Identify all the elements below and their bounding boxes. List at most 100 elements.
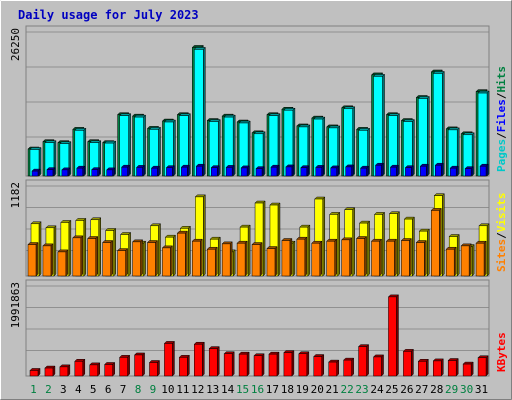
bar-requests-files bbox=[328, 125, 341, 177]
x-tick-label: 20 bbox=[311, 383, 324, 396]
x-axis-labels: 1 2 3 4 5 6 7 8 9 10 11 12 13 14 15 16 17 18 19 20 21 22 23 24 2… bbox=[30, 383, 488, 396]
bar-kbytes-kbytes bbox=[223, 351, 235, 377]
bar-requests-pages bbox=[374, 162, 385, 177]
bar-kbytes-kbytes bbox=[29, 367, 41, 377]
legend-entry-visits: Visits bbox=[495, 193, 508, 233]
x-tick-label: 11 bbox=[176, 383, 189, 396]
max-label-visits: 1182 bbox=[9, 182, 22, 209]
bar-visits-sites bbox=[27, 241, 39, 277]
bar-requests-files bbox=[477, 90, 490, 177]
x-tick-label: 29 bbox=[445, 383, 458, 396]
bar-requests-pages bbox=[46, 167, 56, 177]
bar-requests-files bbox=[447, 127, 460, 177]
x-tick-label: 3 bbox=[60, 383, 67, 396]
bar-requests-pages bbox=[240, 165, 250, 177]
x-tick-label: 22 bbox=[340, 383, 353, 396]
chart-title: Daily usage for July 2023 bbox=[18, 8, 199, 22]
bar-visits-sites bbox=[400, 237, 412, 277]
bar-visits-sites bbox=[87, 235, 99, 277]
x-tick-label: 21 bbox=[326, 383, 339, 396]
bar-kbytes-kbytes bbox=[328, 359, 340, 377]
bar-requests-pages bbox=[180, 164, 190, 177]
x-tick-label: 30 bbox=[460, 383, 473, 396]
bar-requests-files bbox=[163, 119, 177, 177]
bar-kbytes-kbytes bbox=[104, 361, 116, 377]
bar-visits-sites bbox=[326, 238, 338, 277]
bar-kbytes-kbytes bbox=[193, 341, 205, 377]
bar-requests-pages bbox=[76, 165, 86, 177]
bar-visits-sites bbox=[355, 235, 368, 277]
bar-requests-pages bbox=[359, 165, 370, 177]
bar-visits-sites bbox=[57, 249, 69, 277]
bar-requests-pages bbox=[315, 164, 325, 177]
x-tick-label: 4 bbox=[75, 383, 82, 396]
bar-visits-sites bbox=[176, 230, 188, 277]
legend-entry-requests: / bbox=[495, 92, 508, 99]
bar-visits-visits bbox=[269, 202, 281, 277]
legend-visits: Sites/Visits bbox=[495, 193, 508, 273]
bar-requests-pages bbox=[150, 165, 161, 177]
x-tick-label: 27 bbox=[415, 383, 428, 396]
x-tick-label: 12 bbox=[191, 383, 204, 396]
bar-visits-sites bbox=[251, 241, 263, 277]
x-tick-label: 25 bbox=[385, 383, 398, 396]
legend-entry-visits: / bbox=[495, 232, 508, 239]
max-label-kbytes: 1991863 bbox=[9, 282, 22, 328]
bar-requests-pages bbox=[449, 165, 459, 177]
bar-requests-pages bbox=[61, 167, 71, 177]
bar-visits-sites bbox=[102, 239, 114, 277]
bar-kbytes-kbytes bbox=[477, 355, 489, 377]
bar-kbytes-kbytes bbox=[74, 358, 86, 377]
bar-requests-pages bbox=[106, 167, 116, 177]
x-tick-label: 18 bbox=[281, 383, 294, 396]
bar-requests-files bbox=[343, 106, 356, 177]
bar-visits-visits bbox=[254, 200, 266, 277]
bar-kbytes-kbytes bbox=[372, 354, 385, 377]
bar-kbytes-kbytes bbox=[133, 352, 146, 377]
x-tick-label: 17 bbox=[266, 383, 279, 396]
bar-requests-pages bbox=[345, 164, 355, 177]
bar-visits-sites bbox=[311, 240, 323, 277]
bar-kbytes-kbytes bbox=[59, 364, 71, 377]
bar-kbytes-kbytes bbox=[402, 348, 414, 377]
bar-kbytes-kbytes bbox=[343, 357, 355, 377]
bar-visits-sites bbox=[341, 237, 353, 277]
x-tick-label: 31 bbox=[475, 383, 488, 396]
x-tick-label: 15 bbox=[236, 383, 249, 396]
bar-visits-sites bbox=[460, 243, 472, 277]
bar-kbytes-kbytes bbox=[119, 354, 131, 377]
legend-entry-requests: Hits bbox=[495, 66, 508, 93]
bar-requests-files bbox=[357, 127, 371, 177]
bar-visits-sites bbox=[430, 207, 442, 277]
bar-visits-sites bbox=[296, 236, 308, 277]
x-tick-label: 16 bbox=[251, 383, 264, 396]
bar-visits-sites bbox=[161, 245, 174, 277]
bar-requests-pages bbox=[389, 164, 400, 177]
bar-visits-sites bbox=[72, 235, 84, 277]
bar-visits-sites bbox=[117, 247, 129, 277]
bar-requests-pages bbox=[135, 164, 146, 177]
bar-kbytes-kbytes bbox=[163, 340, 176, 377]
x-tick-label: 5 bbox=[90, 383, 97, 396]
bar-requests-files bbox=[74, 127, 87, 177]
bar-requests-files bbox=[208, 118, 221, 177]
x-tick-label: 24 bbox=[370, 383, 384, 396]
x-tick-label: 1 bbox=[30, 383, 37, 396]
bar-visits-sites bbox=[385, 238, 398, 277]
bar-visits-sites bbox=[146, 239, 159, 277]
x-tick-label: 2 bbox=[45, 383, 52, 396]
bar-visits-sites bbox=[445, 246, 457, 277]
bar-kbytes-kbytes bbox=[462, 361, 474, 377]
bar-requests-files bbox=[104, 140, 117, 177]
bar-visits-sites bbox=[281, 237, 293, 277]
bar-kbytes-kbytes bbox=[447, 357, 459, 377]
bar-kbytes-kbytes bbox=[253, 353, 265, 377]
bar-visits-sites bbox=[236, 240, 248, 277]
x-tick-label: 7 bbox=[120, 383, 127, 396]
bar-kbytes-kbytes bbox=[417, 358, 429, 377]
bar-requests-pages bbox=[479, 163, 489, 177]
legend-entry-requests: Pages bbox=[495, 139, 508, 172]
max-label-requests: 26250 bbox=[9, 28, 22, 61]
bar-requests-files bbox=[119, 113, 132, 177]
